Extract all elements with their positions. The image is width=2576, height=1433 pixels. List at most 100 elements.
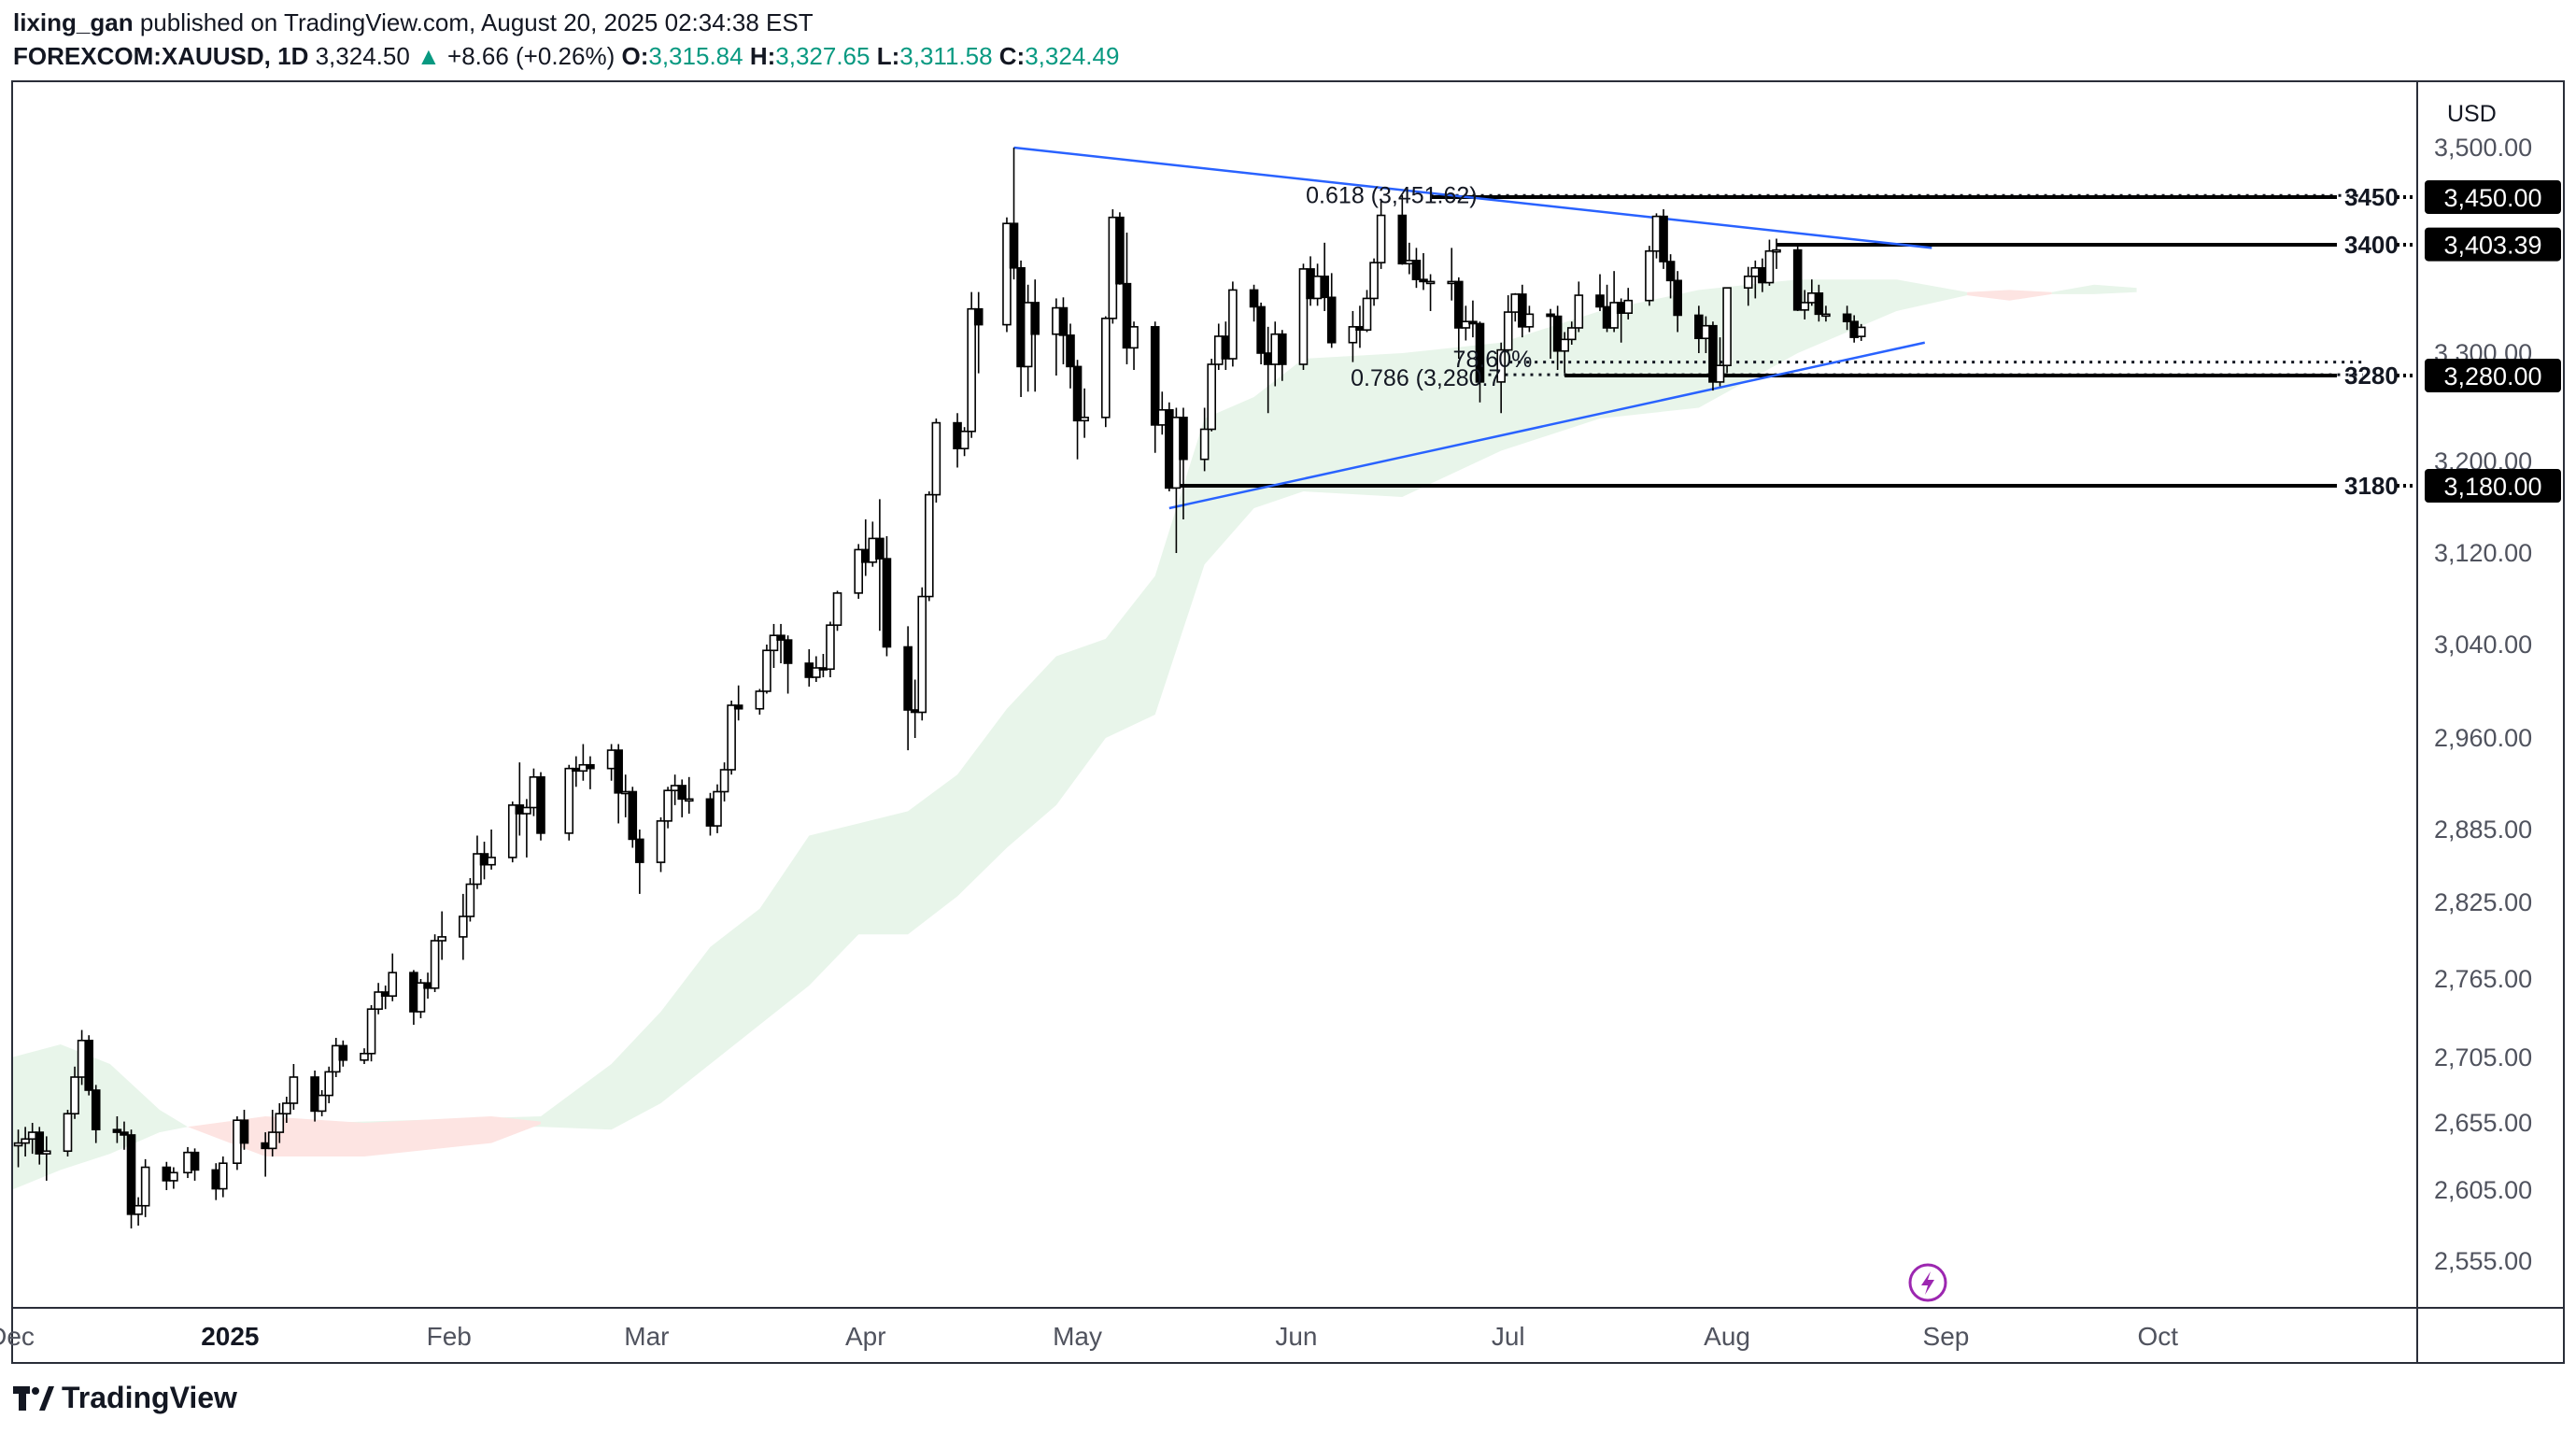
candle-body (1256, 305, 1266, 354)
level-label-3450: 3450 (2344, 183, 2399, 211)
candle-body (473, 853, 482, 886)
candle-body (783, 639, 793, 664)
chart-frame[interactable] (11, 80, 2565, 1364)
chart-icons (1908, 1263, 1947, 1302)
up-triangle-icon: ▲ (417, 42, 441, 70)
candle-body (126, 1134, 136, 1215)
candle-body (275, 1113, 285, 1133)
tradingview-logo[interactable]: TradingView (13, 1381, 237, 1415)
candle-body (1249, 289, 1259, 308)
candle (70, 1066, 79, 1119)
candle-body (677, 785, 687, 801)
candle-body (91, 1089, 101, 1131)
candle (63, 1110, 73, 1156)
candle-body (959, 430, 970, 449)
cloud-bull (13, 279, 1968, 1190)
candle-body (1496, 348, 1506, 383)
candle (120, 1121, 129, 1150)
candle (1072, 360, 1083, 460)
candle (1800, 290, 1810, 319)
candle (267, 1110, 277, 1156)
candle-body (1659, 215, 1668, 262)
candle-body (1560, 338, 1569, 352)
candle-body (973, 307, 984, 326)
publisher-name[interactable]: lixing_gan (13, 8, 134, 36)
price-badge-label: 3,450.00 (2443, 184, 2541, 212)
candle (1524, 305, 1535, 333)
candle-body (1814, 292, 1824, 316)
x-tick-label: Dec (0, 1322, 35, 1351)
candle (1228, 281, 1238, 367)
candle (635, 830, 644, 894)
candle (684, 776, 694, 815)
candle-body (13, 1142, 23, 1147)
candle-body (1609, 302, 1619, 329)
candle-body (1503, 311, 1513, 351)
chart-header: lixing_gan published on TradingView.com,… (13, 6, 1119, 73)
candle-body (1468, 320, 1478, 325)
candle (1673, 271, 1682, 333)
candle-body (1673, 279, 1682, 317)
candle-body (1348, 326, 1358, 344)
candle-body (1009, 222, 1019, 269)
low-label: L: (876, 42, 900, 70)
price-badge (2425, 180, 2561, 214)
candle (875, 499, 885, 631)
x-tick-label: Sep (1923, 1322, 1970, 1351)
candle-body (310, 1076, 319, 1113)
flash-icon[interactable] (1908, 1263, 1947, 1302)
candle-body (882, 558, 892, 648)
candle (416, 979, 426, 1018)
candle-body (727, 704, 736, 771)
x-tick-label: Aug (1704, 1322, 1750, 1351)
candle-body (1552, 315, 1563, 352)
candle-body (84, 1040, 93, 1091)
candle (310, 1071, 319, 1122)
candle-body (366, 1008, 376, 1055)
candle-body (169, 1171, 178, 1182)
candle-body (564, 767, 574, 834)
candle (656, 816, 666, 873)
candle-body (1376, 214, 1386, 263)
candle (727, 701, 736, 775)
candle (388, 953, 398, 1001)
candle (169, 1167, 178, 1189)
candle (190, 1148, 200, 1181)
candle (239, 1110, 249, 1150)
fib-annotation: 0.786 (3,280.7 (1351, 365, 1501, 391)
candle (1743, 266, 1753, 306)
candle (1419, 253, 1428, 291)
x-tick-label: Jun (1275, 1322, 1317, 1351)
x-tick-label: Mar (624, 1322, 669, 1351)
candle-body (1362, 297, 1372, 332)
candle (134, 1197, 143, 1226)
candle-body (459, 915, 468, 938)
candle-body (289, 1076, 299, 1104)
candle-body (1821, 313, 1831, 318)
candle-body (762, 649, 771, 692)
candle-body (63, 1113, 73, 1153)
candle (882, 536, 892, 657)
candle-body (1856, 326, 1866, 337)
trendline-2 (1168, 341, 1926, 510)
candle (1009, 148, 1019, 280)
candle (1376, 201, 1386, 269)
candle-body (917, 595, 927, 714)
candle (366, 1005, 376, 1062)
candle-body (522, 806, 531, 815)
candle (1461, 305, 1471, 341)
candle (586, 756, 595, 789)
candle (1772, 238, 1781, 269)
candle (776, 623, 786, 663)
candle (1129, 321, 1139, 370)
candle (1595, 274, 1605, 311)
currency-label: USD (2447, 101, 2497, 127)
candle-body (120, 1131, 129, 1136)
candle-body (1566, 327, 1577, 341)
flash-icon-bolt (1921, 1271, 1934, 1295)
candle-body (614, 749, 623, 794)
candle (126, 1129, 136, 1229)
candle-body (1179, 417, 1188, 461)
y-tick-label: 2,885.00 (2434, 816, 2532, 844)
